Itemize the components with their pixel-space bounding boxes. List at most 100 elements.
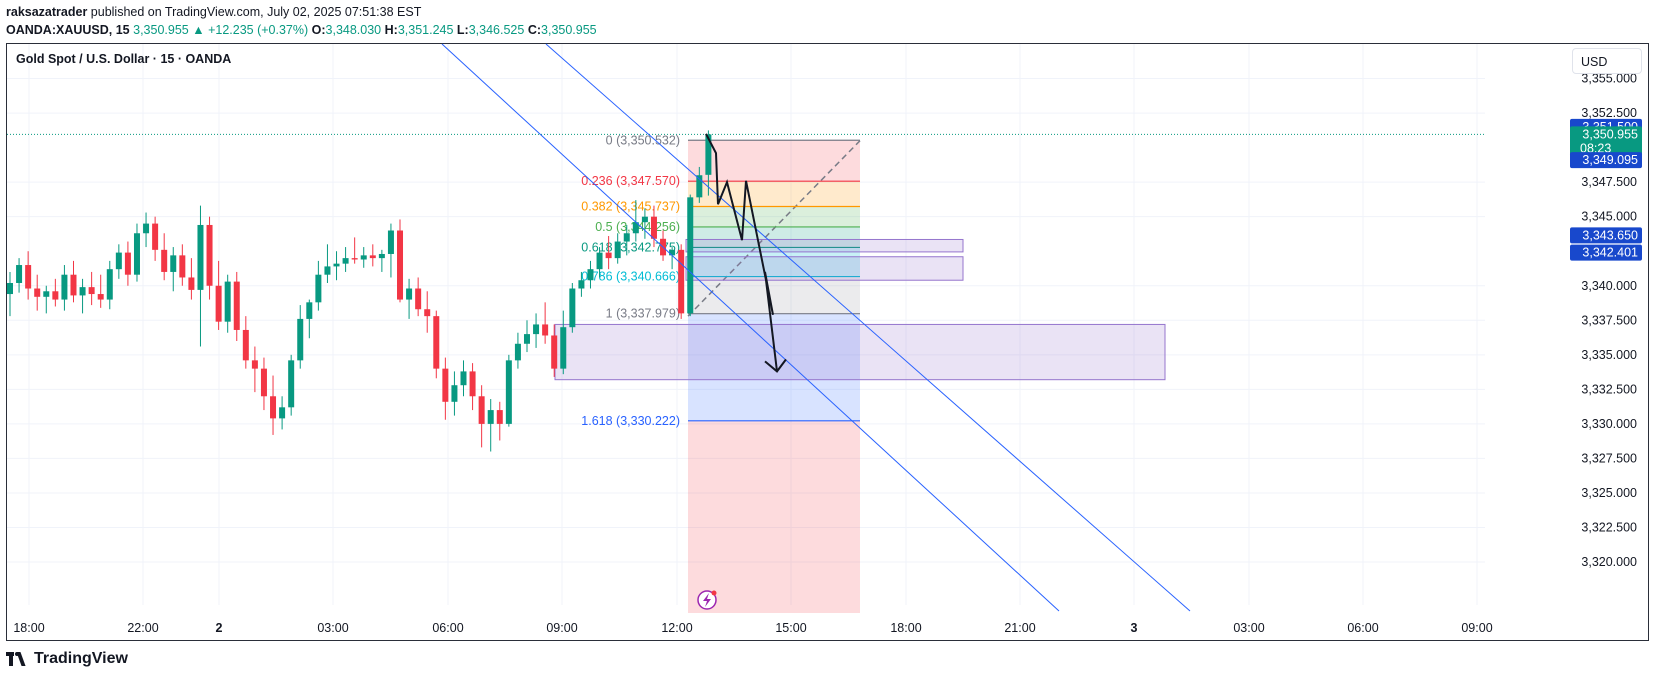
candle-body (514, 343, 521, 361)
price-axis-tick: 3,355.000 (1581, 72, 1637, 86)
publish-date: published on TradingView.com, July 02, 2… (90, 5, 422, 19)
candle-body (97, 294, 104, 300)
price-axis-tick: 3,330.000 (1581, 417, 1637, 431)
candle-body (478, 396, 485, 424)
candle-body (551, 335, 558, 369)
time-axis-tick: 15:00 (775, 621, 806, 635)
candle-body (605, 252, 612, 259)
time-axis-tick: 18:00 (13, 621, 44, 635)
candle-body (333, 263, 340, 267)
close-value: 3,350.955 (541, 23, 597, 37)
publish-info: raksazatrader published on TradingView.c… (6, 4, 421, 20)
candle-body (451, 385, 458, 402)
time-axis-tick: 22:00 (127, 621, 158, 635)
candle-body (306, 302, 313, 319)
price-axis-tick: 3,325.000 (1581, 486, 1637, 500)
candle-body (378, 253, 385, 259)
candle-body (251, 360, 258, 369)
trend-line-lower (545, 43, 1191, 612)
fib-band (688, 206, 860, 227)
chart-title: Gold Spot / U.S. Dollar · 15 · OANDA (16, 52, 232, 66)
high-label: H: (384, 23, 398, 37)
candle-body (669, 249, 676, 256)
fib-level-label: 0.382 (3,345.737) (581, 199, 680, 213)
trend-line-upper (441, 43, 1060, 612)
price-axis-tick: 3,327.500 (1581, 451, 1637, 465)
projection-path (705, 133, 778, 372)
candle-body (442, 368, 449, 402)
close-label: C: (527, 23, 542, 37)
candle-body (270, 396, 277, 419)
candle-body (179, 255, 186, 278)
candle-body (433, 316, 440, 369)
time-axis-tick: 03:00 (1233, 621, 1264, 635)
price-axis-tick: 3,332.500 (1581, 382, 1637, 396)
tradingview-logo[interactable]: TradingView (6, 650, 128, 668)
candle-body (650, 216, 657, 239)
candle-body (88, 287, 95, 295)
price-axis-tick: 3,352.500 (1581, 106, 1637, 120)
fib-level-label: 0.618 (3,342.775) (581, 240, 680, 254)
candle-body (596, 252, 603, 270)
author-name[interactable]: raksazatrader (6, 5, 88, 19)
supply-demand-zone (554, 323, 1166, 381)
last-price: 3,350.955 (133, 23, 189, 37)
notification-dot (711, 590, 717, 596)
candle-body (569, 288, 576, 328)
fib-level-label: 0 (3,350.532) (606, 133, 680, 147)
price-axis-tick: 3,347.500 (1581, 175, 1637, 189)
candle-body (34, 288, 41, 297)
price-axis-tick: 3,340.000 (1581, 279, 1637, 293)
candle-body (351, 258, 358, 260)
candle-body (52, 291, 59, 300)
candle-body (206, 224, 213, 286)
price-axis-tick: 3,322.500 (1581, 521, 1637, 535)
price-tag (1570, 227, 1642, 244)
candle-body (25, 265, 32, 289)
candle-body (687, 197, 694, 314)
candle-body (641, 216, 648, 223)
candle-body (397, 230, 404, 300)
candle-body (360, 255, 367, 260)
open-value: 3,348.030 (325, 23, 382, 37)
fib-band (688, 226, 860, 248)
candle-body (215, 285, 222, 322)
candle-body (487, 410, 494, 424)
time-axis-tick: 18:00 (890, 621, 921, 635)
candle-body (342, 258, 349, 264)
candle-body (61, 274, 68, 300)
fib-level-label: 1.618 (3,330.222) (581, 414, 680, 428)
time-axis-tick: 09:00 (546, 621, 577, 635)
candle-body (460, 371, 467, 386)
candle-body (505, 360, 512, 424)
fib-band (688, 181, 860, 207)
candle-body (415, 288, 422, 310)
candle-body (260, 368, 267, 397)
high-value: 3,351.245 (397, 23, 454, 37)
candle-body (106, 269, 113, 300)
lightning-icon-glyph (703, 593, 711, 607)
candle-body (7, 282, 13, 295)
fib-level-label: 0.786 (3,340.666) (581, 270, 680, 284)
candle-body (115, 252, 122, 270)
price-tag (1570, 244, 1642, 261)
candle-body (79, 287, 86, 296)
currency-button[interactable]: USD (1572, 48, 1642, 74)
candle-body (678, 249, 685, 314)
time-axis-tick: 06:00 (432, 621, 463, 635)
candle-body (623, 233, 630, 242)
candle-body (315, 274, 322, 303)
symbol-label: OANDA:XAUUSD, 15 (6, 23, 130, 37)
candle-body (496, 410, 503, 424)
candle-body (469, 371, 476, 397)
candle-body (705, 134, 712, 175)
price-tag (1570, 126, 1642, 157)
candle-body (70, 274, 77, 296)
candle-body (143, 223, 150, 234)
countdown-label: 08:23 (1580, 141, 1611, 155)
supply-demand-zone (685, 256, 964, 281)
price-axis-tick: 3,335.000 (1581, 348, 1637, 362)
fib-band-lower (688, 420, 860, 613)
candle-body (188, 277, 195, 290)
